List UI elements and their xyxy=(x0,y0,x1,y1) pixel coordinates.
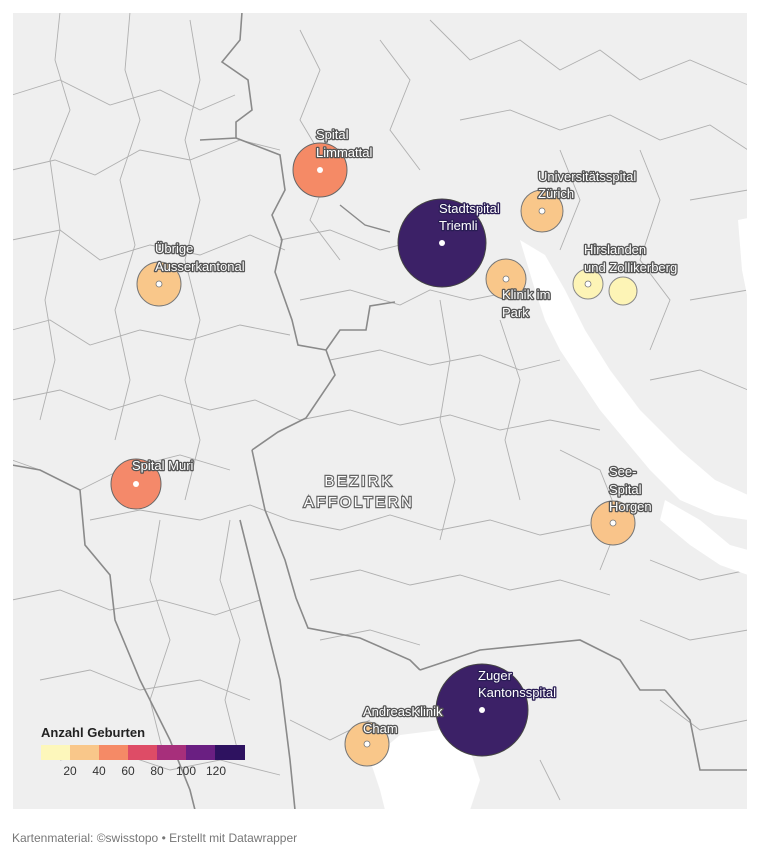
label-triemli-2: Triemli xyxy=(439,218,478,233)
triemli-region-border xyxy=(339,204,391,233)
legend-tick: 60 xyxy=(121,764,135,778)
lake-zurich-south xyxy=(660,500,748,575)
bubble-center-dot xyxy=(439,240,445,246)
hospital-bubble-zollikerberg[interactable] xyxy=(608,276,638,306)
hospital-bubble-hirslanden[interactable] xyxy=(572,268,604,300)
legend-tick: 120 xyxy=(206,764,226,778)
region-label-affoltern: AFFOLTERN xyxy=(304,494,415,511)
label-unispital-1: Universitätsspital xyxy=(538,169,636,184)
bubble-center-dot xyxy=(155,280,163,288)
hospital-bubble-muri[interactable] xyxy=(110,458,162,510)
label-cham-2: Cham xyxy=(363,721,398,736)
hospital-bubble-limmattal[interactable] xyxy=(292,142,348,198)
label-cham-1: AndreasKlinik xyxy=(363,704,443,719)
district-borders xyxy=(11,11,748,811)
hospital-bubble-ausserkantonal[interactable] xyxy=(136,261,182,307)
hospital-bubble-cham[interactable] xyxy=(344,721,390,767)
legend-swatch-3 xyxy=(128,745,157,760)
lake-zug xyxy=(370,730,480,810)
hospital-bubble-unispital[interactable] xyxy=(520,189,564,233)
label-muri: Spital Muri xyxy=(132,458,194,473)
lake-zurich xyxy=(520,240,748,520)
bubble-center-dot xyxy=(584,280,592,288)
bubble-center-dot xyxy=(609,519,617,527)
label-limmattal-2: Limmattal xyxy=(316,145,372,160)
legend-tick: 80 xyxy=(150,764,164,778)
bubble-center-dot xyxy=(317,167,323,173)
label-hirslanden-2: und Zollikerberg xyxy=(584,260,677,275)
label-ausserkantonal-1: Übrige xyxy=(155,241,193,256)
legend-swatch-2 xyxy=(99,745,128,760)
legend-tick: 100 xyxy=(176,764,196,778)
bubble-center-dot xyxy=(538,207,546,215)
label-unispital-2: Zürich xyxy=(538,186,574,201)
label-horgen-2: Spital xyxy=(609,482,642,497)
lake-zurich-upper xyxy=(738,218,748,300)
legend-tick: 40 xyxy=(92,764,106,778)
legend-swatch-4 xyxy=(157,745,186,760)
bubble-center-dot xyxy=(502,275,510,283)
bubble-center-dot xyxy=(363,740,371,748)
label-hirslanden-1: Hirslanden xyxy=(584,242,646,257)
legend-tick: 20 xyxy=(63,764,77,778)
bubble-center-dot xyxy=(133,481,139,487)
label-limmattal-1: Spital xyxy=(316,127,349,142)
label-zug-2: Kantonsspital xyxy=(478,685,556,700)
legend-swatch-6 xyxy=(215,745,245,760)
legend-swatch-0 xyxy=(41,745,70,760)
label-klinik-im-park-1: Klinik im xyxy=(502,287,550,302)
label-ausserkantonal-2: Ausserkantonal xyxy=(155,259,245,274)
legend-title: Anzahl Geburten xyxy=(41,725,145,740)
bubble-center-dot xyxy=(479,707,485,713)
hospital-bubble-klinik-im-park[interactable] xyxy=(485,258,527,300)
hospital-bubble-zug[interactable] xyxy=(435,663,529,757)
legend-swatch-1 xyxy=(70,745,99,760)
legend-swatch-5 xyxy=(186,745,215,760)
hospital-bubble-triemli[interactable] xyxy=(397,198,487,288)
footer-credit: Kartenmaterial: ©swisstopo • Erstellt mi… xyxy=(12,831,298,845)
label-triemli-1: Stadtspital xyxy=(439,201,500,216)
label-horgen-3: Horgen xyxy=(609,499,652,514)
bubble-circle xyxy=(608,276,638,306)
legend: Anzahl Geburten 20 40 60 80 100 120 xyxy=(41,725,245,778)
label-klinik-im-park-2: Park xyxy=(502,305,529,320)
label-horgen-1: See- xyxy=(609,464,636,479)
region-label-bezirk: BEZIRK xyxy=(324,473,393,490)
label-zug-1: Zuger xyxy=(478,668,513,683)
map-frame xyxy=(11,11,749,811)
hospital-bubble-horgen[interactable] xyxy=(590,500,636,546)
